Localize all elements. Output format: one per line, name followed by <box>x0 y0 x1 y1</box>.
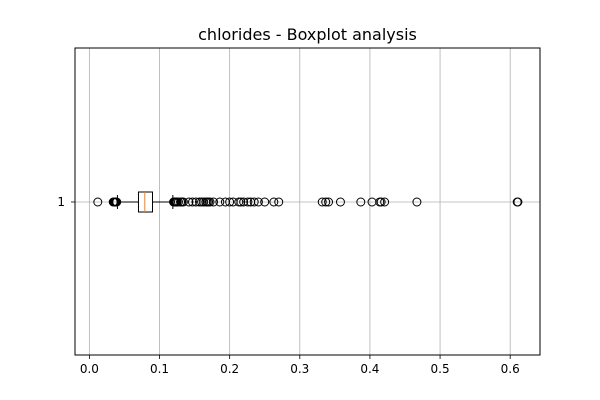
y-axis: 1 <box>57 195 75 209</box>
plot-area-frame <box>74 47 541 356</box>
x-tick-label: 0.5 <box>431 362 450 376</box>
outlier-point <box>239 197 249 207</box>
outlier-point <box>205 197 215 207</box>
x-tick-label: 0.0 <box>80 362 99 376</box>
outlier-point <box>243 197 253 207</box>
y-tick-label: 1 <box>57 195 65 209</box>
outlier-point <box>225 197 235 207</box>
chart-title: chlorides - Boxplot analysis <box>198 25 417 44</box>
x-tick-label: 0.6 <box>501 362 520 376</box>
outlier-point <box>269 197 279 207</box>
outlier-point <box>178 197 188 207</box>
x-tick-label: 0.2 <box>220 362 239 376</box>
x-tick-label: 0.3 <box>290 362 309 376</box>
x-tick-label: 0.1 <box>150 362 169 376</box>
outlier-point <box>187 197 197 207</box>
outlier-point <box>236 197 246 207</box>
outlier-point <box>184 197 194 207</box>
outlier-point <box>412 197 422 207</box>
outlier-point <box>321 197 331 207</box>
outlier-point <box>215 197 225 207</box>
outlier-point <box>380 197 390 207</box>
x-tick-label: 0.4 <box>360 362 379 376</box>
outlier-point <box>253 197 263 207</box>
outlier-point <box>112 197 122 207</box>
outlier-point <box>93 197 103 207</box>
outlier-point <box>317 197 327 207</box>
box-iqr <box>137 191 154 213</box>
outlier-point <box>513 197 523 207</box>
boxplot <box>116 191 174 213</box>
outlier-point <box>234 197 244 207</box>
outlier-point <box>274 197 284 207</box>
outlier-point <box>260 197 270 207</box>
outlier-point <box>209 197 219 207</box>
outlier-point <box>335 197 345 207</box>
x-axis: 0.0 0.1 0.2 0.3 0.4 0.5 0.6 <box>80 355 520 376</box>
outlier-point <box>199 197 209 207</box>
outlier-point <box>376 197 386 207</box>
outlier-point <box>249 197 259 207</box>
outlier-point <box>173 197 183 207</box>
outlier-point <box>324 197 334 207</box>
outlier-point <box>356 197 366 207</box>
outliers <box>93 197 523 207</box>
